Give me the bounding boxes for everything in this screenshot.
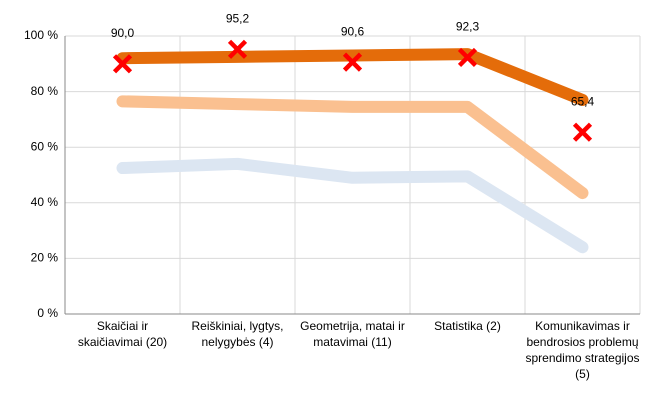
x-marker [342, 52, 363, 72]
x-marker [457, 47, 478, 67]
line [116, 95, 589, 200]
x-tick-label: Geometrija, matai ir matavimai (11) [300, 319, 405, 349]
data-label: 65,4 [571, 94, 595, 108]
x-marker [227, 39, 248, 59]
data-label: 90,6 [341, 24, 365, 38]
x-tick-label: Statistika (2) [434, 319, 501, 333]
y-tick-label: 0 % [37, 306, 58, 320]
data-label: 95,2 [226, 12, 250, 26]
x-tick-label: Skaičiai ir skaičiavimai (20) [77, 319, 168, 349]
x-marker [572, 122, 593, 142]
y-tick-label: 60 % [31, 139, 59, 153]
y-tick-label: 80 % [31, 84, 59, 98]
x-tick-label: Komunikavimas ir bendrosios problemų spr… [525, 319, 640, 381]
x-tick-label: Reiškiniai, lygtys, nelygybės (4) [191, 319, 284, 349]
line [116, 157, 589, 254]
y-tick-label: 20 % [31, 251, 59, 265]
line [116, 48, 589, 106]
data-label: 90,0 [111, 26, 135, 40]
data-label: 92,3 [456, 20, 480, 34]
y-tick-label: 100 % [24, 28, 58, 42]
y-tick-label: 40 % [31, 195, 59, 209]
x-marker [112, 54, 133, 74]
